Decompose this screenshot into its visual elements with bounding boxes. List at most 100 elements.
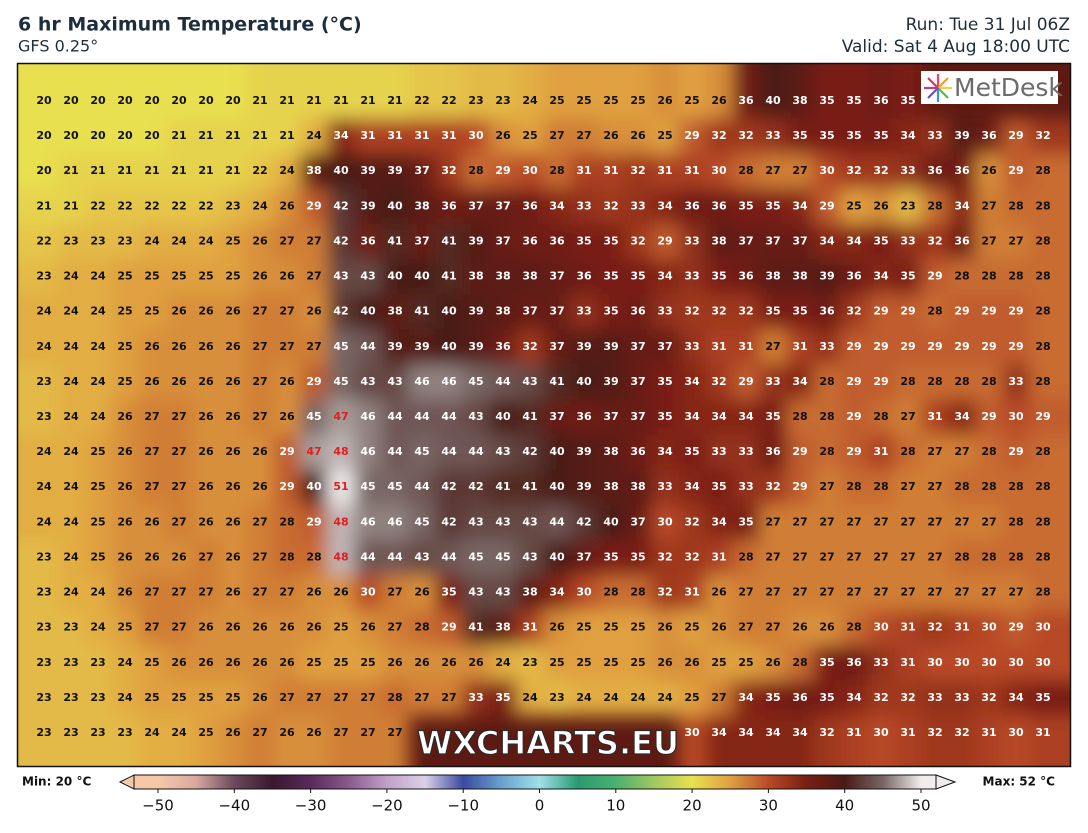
temperature-cell — [435, 469, 463, 506]
temperature-value: 36 — [981, 129, 997, 142]
temperature-value: 27 — [252, 375, 267, 388]
temperature-cell — [1002, 294, 1030, 330]
temperature-value: 41 — [387, 234, 402, 247]
temperature-cell — [192, 188, 220, 225]
temperature-cell — [18, 64, 58, 120]
temperature-cell — [948, 188, 976, 225]
temperature-value: 46 — [387, 515, 403, 528]
temperature-cell — [894, 469, 922, 506]
temperature-value: 22 — [198, 199, 213, 212]
temperature-cell — [678, 364, 706, 400]
temperature-cell — [165, 575, 193, 611]
temperature-cell — [1029, 118, 1070, 155]
temperature-cell — [165, 469, 193, 506]
temperature-cell — [138, 399, 166, 436]
temperature-cell — [327, 259, 355, 295]
temperature-cell — [489, 680, 517, 716]
temperature-cell — [570, 469, 598, 506]
temperature-value: 27 — [711, 691, 726, 704]
temperature-value: 28 — [549, 164, 564, 177]
temperature-cell — [192, 469, 220, 506]
temperature-cell — [732, 645, 760, 681]
temperature-cell — [165, 364, 193, 400]
temperature-value: 40 — [549, 480, 565, 493]
temperature-value: 32 — [900, 691, 915, 704]
temperature-cell — [192, 399, 220, 436]
temperature-cell — [489, 539, 517, 576]
temperature-cell — [705, 645, 733, 681]
temperature-cell — [543, 259, 571, 295]
temperature-cell — [111, 329, 139, 365]
temperature-value: 33 — [657, 480, 672, 493]
temperature-value: 20 — [117, 94, 133, 107]
temperature-value: 33 — [684, 270, 699, 283]
title: 6 hr Maximum Temperature (°C) — [18, 14, 362, 36]
temperature-value: 34 — [711, 726, 727, 739]
temperature-cell — [759, 610, 787, 646]
temperature-value: 30 — [819, 164, 835, 177]
temperature-value: 40 — [549, 550, 565, 563]
temperature-cell — [732, 715, 760, 766]
temperature-cell — [732, 399, 760, 436]
temperature-value: 29 — [279, 480, 294, 493]
temperature-cell — [57, 223, 85, 260]
temperature-value: 30 — [873, 621, 889, 634]
temperature-cell — [138, 469, 166, 506]
temperature-cell — [57, 64, 85, 120]
temperature-value: 23 — [495, 94, 510, 107]
temperature-value: 28 — [1035, 375, 1050, 388]
temperature-value: 26 — [225, 480, 241, 493]
temperature-value: 35 — [603, 305, 618, 318]
temperature-value: 28 — [1035, 550, 1050, 563]
temperature-cell — [921, 294, 949, 330]
temperature-value: 27 — [387, 586, 402, 599]
temperature-value: 29 — [846, 375, 861, 388]
temperature-value: 35 — [873, 129, 888, 142]
temperature-value: 26 — [603, 129, 619, 142]
temperature-value: 26 — [171, 305, 187, 318]
temperature-cell — [84, 504, 112, 541]
temperature-value: 24 — [117, 656, 133, 669]
temperature-cell — [624, 364, 652, 400]
temperature-value: 21 — [252, 94, 267, 107]
temperature-value: 36 — [549, 234, 565, 247]
temperature-value: 24 — [36, 340, 52, 353]
temperature-cell — [759, 645, 787, 681]
temperature-value: 28 — [1008, 199, 1023, 212]
temperature-cell — [435, 434, 463, 471]
temperature-value: 26 — [225, 726, 241, 739]
temperature-value: 21 — [63, 199, 78, 212]
temperature-cell — [435, 188, 463, 225]
temperature-cell — [651, 223, 679, 260]
temperature-cell — [327, 188, 355, 225]
temperature-cell — [705, 188, 733, 225]
temperature-value: 27 — [252, 586, 267, 599]
temperature-cell — [435, 399, 463, 436]
temperature-cell — [462, 259, 490, 295]
temperature-cell — [543, 680, 571, 716]
temperature-cell — [1029, 575, 1070, 611]
temperature-cell — [543, 539, 571, 576]
temperature-value: 31 — [414, 129, 429, 142]
temperature-value: 24 — [36, 480, 52, 493]
temperature-value: 34 — [765, 726, 781, 739]
temperature-value: 27 — [792, 515, 807, 528]
temperature-cell — [1029, 153, 1070, 190]
colorbar-tick-label: 40 — [835, 797, 854, 815]
temperature-value: 32 — [738, 129, 753, 142]
temperature-cell — [570, 153, 598, 190]
temperature-value: 27 — [279, 234, 294, 247]
temperature-value: 26 — [279, 375, 295, 388]
watermark: WXCHARTS.EU — [417, 724, 679, 762]
temperature-value: 26 — [252, 480, 268, 493]
temperature-value: 20 — [63, 94, 79, 107]
temperature-value: 27 — [252, 410, 267, 423]
temperature-cell — [192, 223, 220, 260]
temperature-cell — [975, 434, 1003, 471]
temperature-cell — [570, 504, 598, 541]
temperature-value: 27 — [900, 515, 915, 528]
temperature-cell — [516, 539, 544, 576]
temperature-value: 25 — [684, 621, 699, 634]
temperature-value: 23 — [90, 691, 105, 704]
temperature-cell — [84, 575, 112, 611]
